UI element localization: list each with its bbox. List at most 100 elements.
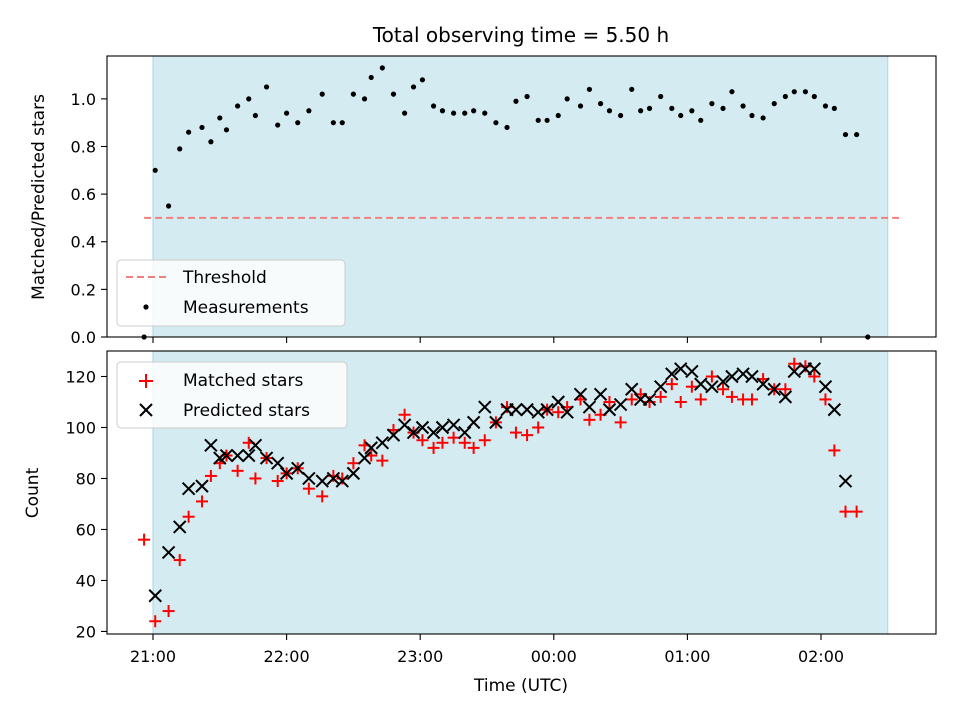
count-plot-frame [106,350,937,635]
y-tick-label: 100 [65,418,96,437]
matched-star-point [416,434,429,447]
measurement-point [223,127,230,133]
measurement-point [544,117,550,123]
measurement-point [831,105,837,111]
legend-measurement-swatch [143,304,149,310]
measurement-point [368,74,374,81]
predicted-star-point [195,479,209,493]
measurement-point [252,112,259,119]
matched-star-point [138,533,151,546]
y-tick-label: 0.4 [71,233,96,252]
matched-star-point [788,357,801,370]
matched-star-point [182,510,195,523]
measurement-point [524,93,530,100]
ratio-legend: Threshold Measurements [116,259,346,327]
measurement-point [504,124,510,131]
matched-star-point [625,393,638,406]
matched-star-point [302,482,315,495]
ratio-y-axis-label: Matched/Predicted stars [29,94,49,300]
predicted-star-point [807,362,822,376]
predicted-star-point [148,589,162,603]
matched-star-point [694,393,707,406]
predicted-star-point [466,415,481,430]
x-tick-label: 23:00 [397,647,443,666]
predicted-star-point [745,369,759,384]
x-tick-label: 00:00 [531,647,577,666]
x-tick-label: 21:00 [130,647,176,666]
count-y-axis-label: Count [23,467,43,518]
predicted-star-point [230,448,245,463]
matched-star-point [398,408,411,421]
matched-star-point [583,413,596,426]
matched-star-point [643,395,656,408]
matched-star-point [705,370,718,383]
predicted-star-point [415,420,430,435]
matched-star-point [376,454,389,467]
y-tick-label: 80 [76,469,96,488]
x-tick-label: 22:00 [264,647,310,666]
measurement-point [410,84,417,90]
legend-predicted-swatch [139,403,153,417]
predicted-star-point [573,387,588,402]
measurement-point [439,108,446,114]
predicted-star-point [725,369,739,384]
matched-star-point [799,360,812,373]
measurement-point [330,120,336,126]
matched-star-point [195,495,208,508]
predicted-star-point [426,425,441,440]
predicted-star-point [242,448,256,463]
legend-measurements-label: Measurements [183,298,309,318]
predicted-star-point [181,481,196,496]
predicted-star-point [540,402,554,417]
measurement-point [577,103,584,109]
predicted-star-point [509,402,523,417]
x-tick-label: 02:00 [798,647,844,666]
measurement-point [361,96,368,102]
measurement-point [217,115,223,121]
measurement-point [451,110,457,116]
measurement-point [165,203,172,209]
predicted-star-point [827,402,842,417]
count-legend: Matched stars Predicted stars [116,361,348,429]
predicted-star-point [435,420,450,435]
predicted-star-point [364,441,378,455]
matched-star-point [654,390,667,403]
matched-star-point [467,441,480,454]
predicted-star-point [375,436,390,450]
predicted-star-point [685,364,699,379]
measurement-point [720,105,726,111]
predicted-star-point [767,382,781,396]
legend-threshold-label: Threshold [182,268,267,288]
predicted-star-point [818,379,833,394]
matched-star-point [725,390,738,403]
predicted-star-point [531,405,545,419]
predicted-star-point [593,387,608,402]
matched-star-point [162,605,175,618]
matched-star-point [347,457,360,470]
matched-star-point [819,393,832,406]
predicted-star-point [478,400,492,414]
matched-star-point [436,436,449,449]
measurement-point [246,96,252,102]
matched-star-point [509,426,522,439]
matched-star-point [685,380,698,393]
measurement-point [462,110,468,116]
matched-star-point [427,441,440,454]
matched-star-point [808,370,821,383]
y-tick-label: 120 [65,367,96,386]
measurement-point [186,129,192,135]
predicted-star-point [705,379,719,394]
y-tick-label: 0.6 [71,185,96,204]
measurement-point [152,167,158,173]
measurement-point [791,89,797,95]
measurement-point [199,124,205,131]
matched-star-point [828,444,841,457]
predicted-star-point [259,451,274,465]
matched-star-point [745,393,758,406]
predicted-star-point [665,367,679,381]
measurement-point [638,108,644,114]
measurement-point [709,101,715,107]
measurement-point [802,89,809,95]
x-tick-label: 01:00 [664,647,710,666]
